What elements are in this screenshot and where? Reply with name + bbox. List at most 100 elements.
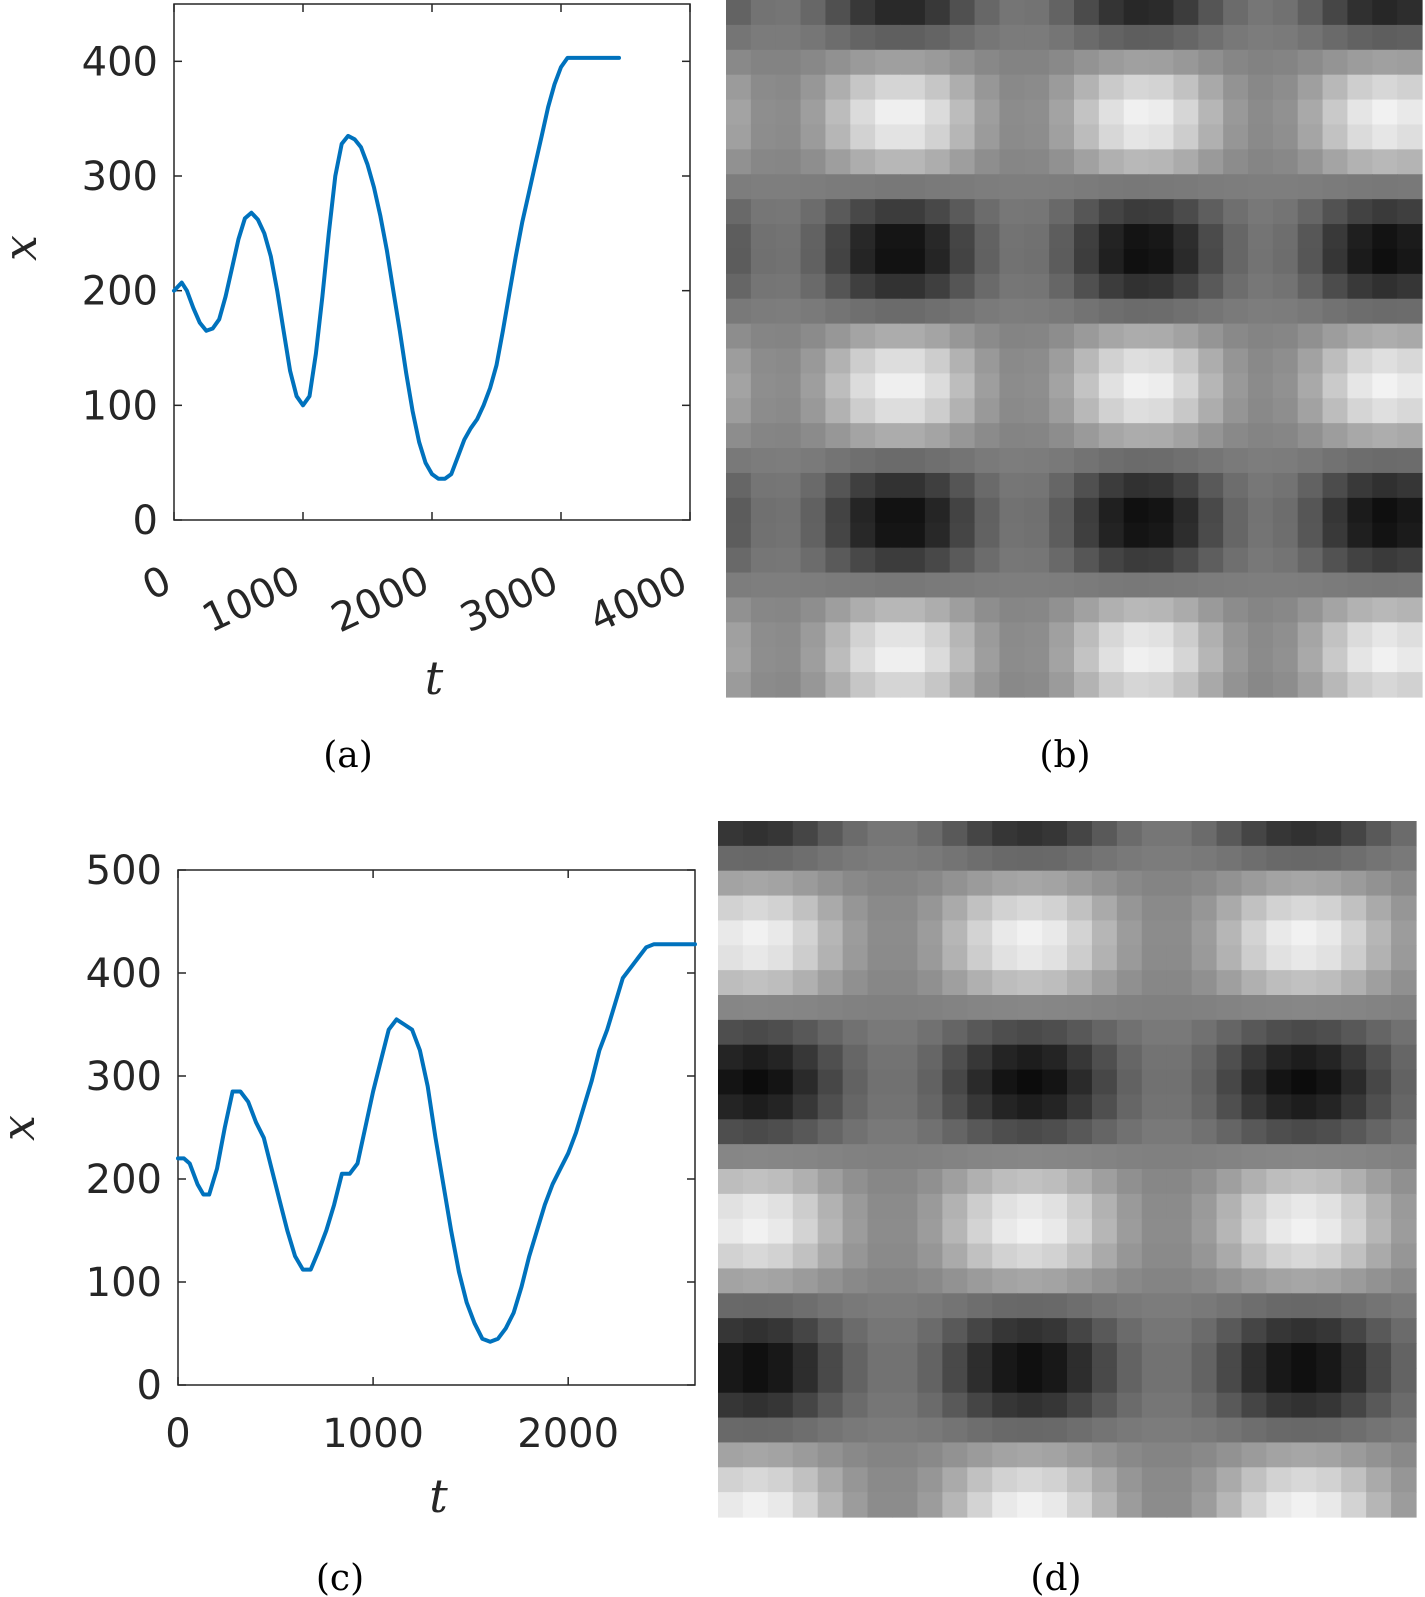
heatmap-cell: [750, 647, 777, 673]
heatmap-cell: [1198, 298, 1224, 325]
heatmap-cell: [1042, 1417, 1068, 1444]
heatmap-cell: [1316, 1218, 1342, 1245]
heatmap-cell: [942, 1094, 968, 1120]
heatmap-cell: [942, 1442, 968, 1468]
heatmap-cell: [1272, 0, 1299, 26]
heatmap-cell: [775, 597, 802, 623]
heatmap-cell: [1223, 124, 1249, 150]
heatmap-cell: [726, 0, 752, 26]
heatmap-cell: [999, 348, 1025, 374]
heatmap-cell: [1166, 995, 1193, 1021]
heatmap-cell: [1148, 373, 1175, 399]
heatmap-cell: [1291, 945, 1317, 971]
heatmap-cell: [924, 49, 951, 76]
heatmap-cell: [1391, 1492, 1417, 1518]
heatmap-cell: [1042, 1044, 1068, 1071]
heatmap-cell: [1272, 373, 1299, 399]
heatmap-cell: [1123, 348, 1150, 374]
heatmap-cell: [967, 1318, 993, 1344]
heatmap-cell: [1316, 945, 1342, 971]
heatmap-cell: [917, 1144, 943, 1170]
heatmap-cell: [750, 224, 777, 250]
heatmap-cell: [1223, 472, 1249, 499]
heatmap-cell: [924, 448, 951, 474]
heatmap-cell: [1042, 1169, 1068, 1195]
heatmap-cell: [1223, 497, 1249, 524]
heatmap-cell: [1216, 895, 1243, 922]
heatmap-cell: [924, 572, 951, 599]
heatmap-cell: [1297, 472, 1324, 499]
heatmap-cell: [1198, 672, 1224, 698]
heatmap-cell: [825, 398, 851, 424]
heatmap-cell: [842, 1392, 869, 1419]
heatmap-cell: [1148, 323, 1175, 350]
heatmap-cell: [1024, 199, 1050, 225]
series-line: [172, 55, 621, 481]
heatmap-cell: [775, 323, 802, 350]
heatmap-cell: [875, 373, 901, 399]
heatmap-cell: [1049, 49, 1075, 76]
heatmap-cell: [999, 273, 1025, 300]
heatmap-cell: [1341, 1268, 1367, 1294]
heatmap-cell: [1341, 1169, 1367, 1195]
heatmap-cell: [742, 1467, 769, 1493]
heatmap-cell: [992, 1268, 1018, 1294]
heatmap-cell: [750, 124, 777, 150]
heatmap-cell: [875, 497, 901, 524]
heatmap-cell: [1241, 1343, 1268, 1369]
heatmap-cell: [850, 99, 876, 126]
heatmap-cell: [1173, 248, 1199, 275]
heatmap-cell: [1216, 1293, 1243, 1319]
heatmap-cell: [1123, 522, 1150, 549]
heatmap-cell: [1241, 995, 1268, 1021]
heatmap-cell: [917, 1169, 943, 1195]
heatmap-cell: [867, 1243, 894, 1270]
heatmap-cell: [1291, 995, 1317, 1021]
heatmap-cell: [1049, 547, 1075, 574]
heatmap-cell: [742, 945, 769, 971]
heatmap-cell: [900, 174, 926, 200]
heatmap-cell: [942, 1019, 968, 1046]
heatmap-cell: [825, 298, 851, 325]
heatmap-cell: [1173, 298, 1199, 325]
heatmap-cell: [792, 920, 819, 946]
heatmap-cell: [900, 74, 926, 101]
heatmap-cell: [726, 74, 752, 101]
heatmap-cell: [1248, 497, 1274, 524]
heatmap-b: [726, 0, 1423, 698]
heatmap-cell: [942, 1343, 968, 1369]
heatmap-cell: [1297, 298, 1324, 325]
heatmap-cell: [1098, 149, 1125, 175]
heatmap-cell: [1098, 74, 1125, 101]
heatmap-cell: [1116, 945, 1143, 971]
heatmap-cell: [892, 1392, 919, 1419]
heatmap-cell: [942, 1218, 968, 1245]
heatmap-cell: [1297, 273, 1324, 300]
heatmap-cell: [1091, 945, 1118, 971]
heatmap-cell: [1272, 124, 1299, 150]
heatmap-cell: [1341, 1343, 1367, 1369]
heatmap-cell: [1141, 1268, 1168, 1294]
heatmap-cell: [750, 298, 777, 325]
heatmap-cell: [924, 248, 951, 275]
heatmap-cell: [1141, 1019, 1168, 1046]
heatmap-cell: [726, 224, 752, 250]
heatmap-cell: [1042, 920, 1068, 946]
heatmap-cell: [917, 1094, 943, 1120]
heatmap-cell: [825, 199, 851, 225]
heatmap-cell: [949, 672, 976, 698]
heatmap-cell: [1223, 273, 1249, 300]
heatmap-cell: [1291, 1318, 1317, 1344]
heatmap-cell: [1141, 821, 1168, 847]
heatmap-cell: [867, 1392, 894, 1419]
heatmap-cell: [1123, 323, 1150, 350]
heatmap-cell: [726, 497, 752, 524]
heatmap-cell: [1116, 1119, 1143, 1145]
heatmap-cell: [1173, 398, 1199, 424]
heatmap-cell: [1191, 1094, 1218, 1120]
heatmap-cell: [924, 174, 951, 200]
heatmap-cell: [1291, 1094, 1317, 1120]
heatmap-cell: [1173, 273, 1199, 300]
heatmap-cell: [999, 49, 1025, 76]
heatmap-cell: [949, 24, 976, 51]
